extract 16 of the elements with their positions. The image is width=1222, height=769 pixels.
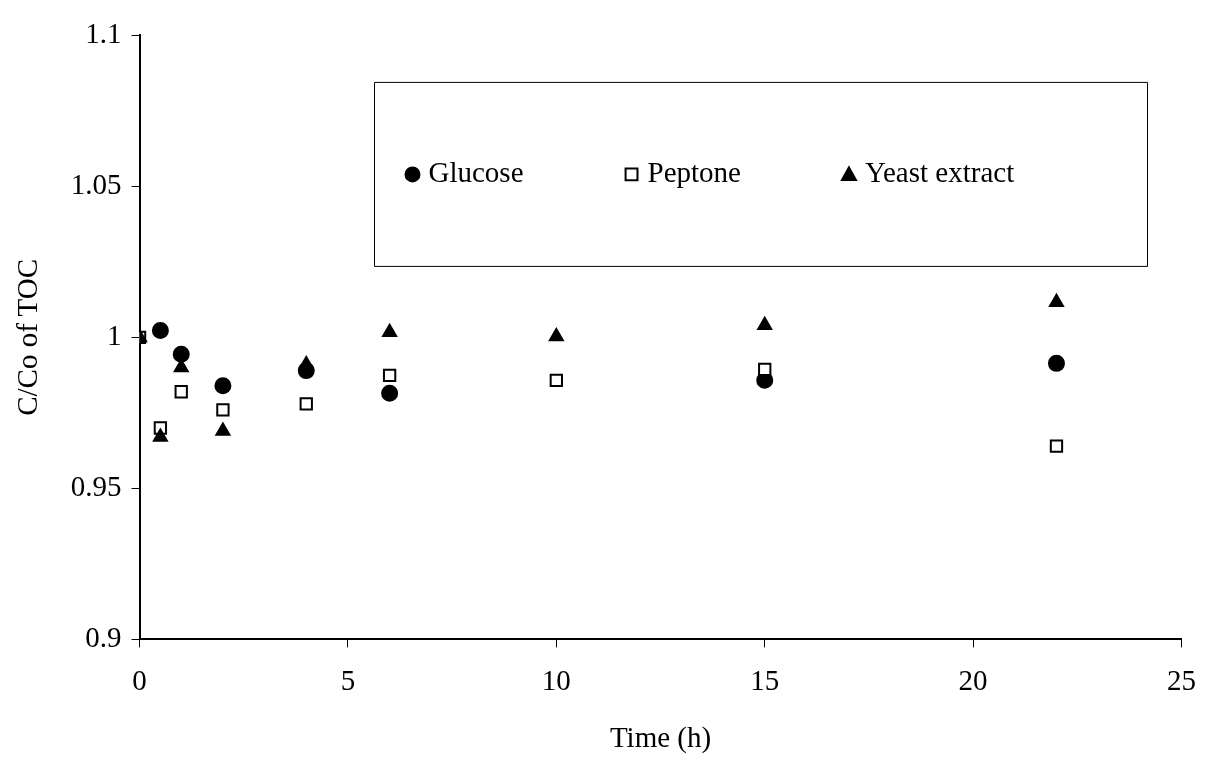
y-tick-label: 1: [107, 319, 122, 352]
legend-label: Peptone: [647, 156, 741, 189]
x-tick-label: 0: [132, 664, 147, 697]
x-tick-label: 25: [1167, 664, 1196, 697]
x-tick-label: 5: [340, 664, 356, 697]
y-tick-label: 1.05: [70, 168, 122, 201]
y-tick-label: 0.9: [85, 621, 122, 654]
x-tick-label: 15: [750, 664, 780, 697]
x-tick-label: 10: [541, 664, 571, 697]
x-axis-title: Time (h): [609, 721, 712, 755]
legend-label: Yeast extract: [864, 156, 1015, 189]
x-tick-label: 20: [958, 664, 988, 697]
y-tick-label: 0.95: [70, 470, 122, 503]
y-axis-title: C/Co of TOC: [11, 258, 44, 416]
legend-label: Glucose: [428, 156, 524, 189]
y-tick-label: 1.1: [85, 17, 122, 50]
